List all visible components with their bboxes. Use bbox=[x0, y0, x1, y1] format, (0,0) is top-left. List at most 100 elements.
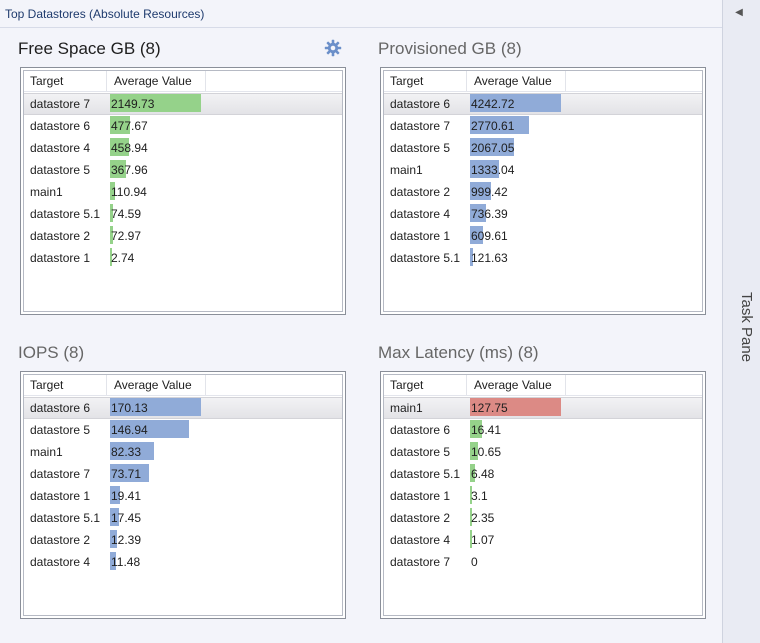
value-bar bbox=[470, 420, 482, 438]
column-header-target[interactable]: Target bbox=[390, 74, 424, 88]
grid-header: Target Average Value bbox=[24, 375, 342, 396]
task-pane-label[interactable]: Task Pane bbox=[738, 292, 755, 363]
table-row[interactable]: datastore 1 3.1 bbox=[384, 485, 702, 507]
row-average-value: 367.96 bbox=[111, 163, 148, 177]
table-row[interactable]: main1 1333.04 bbox=[384, 159, 702, 181]
table-row[interactable]: datastore 5 146.94 bbox=[24, 419, 342, 441]
row-average-value: 999.42 bbox=[471, 185, 508, 199]
table-row[interactable]: datastore 5.1 121.63 bbox=[384, 247, 702, 269]
column-header-average-value[interactable]: Average Value bbox=[474, 74, 552, 88]
column-header-target[interactable]: Target bbox=[30, 74, 64, 88]
row-average-value: 146.94 bbox=[111, 423, 148, 437]
table-row[interactable]: datastore 2 12.39 bbox=[24, 529, 342, 551]
table-row[interactable]: datastore 7 0 bbox=[384, 551, 702, 573]
row-average-value: 110.94 bbox=[111, 185, 147, 199]
table-row[interactable]: datastore 5 367.96 bbox=[24, 159, 342, 181]
table-row[interactable]: main1 82.33 bbox=[24, 441, 342, 463]
table-row[interactable]: datastore 2 999.42 bbox=[384, 181, 702, 203]
table-row[interactable]: datastore 2 72.97 bbox=[24, 225, 342, 247]
value-bar bbox=[470, 226, 484, 244]
value-bar bbox=[470, 508, 472, 526]
row-target: main1 bbox=[390, 401, 423, 415]
value-bar bbox=[470, 116, 530, 134]
table-row[interactable]: main1 110.94 bbox=[24, 181, 342, 203]
task-pane[interactable]: ◀ Task Pane bbox=[722, 0, 760, 643]
panel-title-iops: IOPS (8) bbox=[18, 343, 85, 362]
column-header-average-value[interactable]: Average Value bbox=[114, 378, 192, 392]
table-row[interactable]: datastore 5 2067.05 bbox=[384, 137, 702, 159]
row-target: datastore 2 bbox=[390, 185, 451, 199]
row-average-value: 16.41 bbox=[471, 423, 502, 437]
row-target: datastore 1 bbox=[390, 229, 451, 243]
row-average-value: 74.59 bbox=[111, 207, 142, 221]
column-header-target[interactable]: Target bbox=[390, 378, 424, 392]
table-row[interactable]: datastore 2 2.35 bbox=[384, 507, 702, 529]
table-row[interactable]: datastore 1 609.61 bbox=[384, 225, 702, 247]
table-row[interactable]: datastore 4 11.48 bbox=[24, 551, 342, 573]
row-target: datastore 4 bbox=[30, 555, 91, 569]
row-target: datastore 1 bbox=[30, 489, 91, 503]
table-row[interactable]: datastore 5.1 6.48 bbox=[384, 463, 702, 485]
row-average-value: 2067.05 bbox=[471, 141, 515, 155]
table-row[interactable]: datastore 4 1.07 bbox=[384, 529, 702, 551]
row-target: datastore 5.1 bbox=[390, 251, 461, 265]
row-target: datastore 7 bbox=[30, 97, 91, 111]
table-row[interactable]: datastore 6 170.13 bbox=[24, 397, 342, 419]
row-target: datastore 2 bbox=[30, 229, 91, 243]
value-bar bbox=[470, 138, 515, 156]
chevron-left-icon[interactable]: ◀ bbox=[735, 7, 743, 18]
row-target: datastore 5 bbox=[390, 445, 451, 459]
row-average-value: 72.97 bbox=[111, 229, 142, 243]
table-row[interactable]: datastore 5.1 17.45 bbox=[24, 507, 342, 529]
row-average-value: 3.1 bbox=[471, 489, 488, 503]
row-target: datastore 5.1 bbox=[30, 511, 101, 525]
iops-grid[interactable]: Target Average Value datastore 6 170.13 da… bbox=[20, 371, 346, 619]
value-bar bbox=[110, 442, 155, 460]
value-bar bbox=[470, 398, 561, 416]
value-bar bbox=[110, 420, 189, 438]
row-average-value: 609.61 bbox=[471, 229, 508, 243]
row-target: main1 bbox=[30, 185, 63, 199]
column-header-average-value[interactable]: Average Value bbox=[114, 74, 192, 88]
row-target: datastore 5 bbox=[30, 423, 91, 437]
value-bar bbox=[110, 226, 114, 244]
table-row[interactable]: datastore 1 2.74 bbox=[24, 247, 342, 269]
table-row[interactable]: datastore 6 477.67 bbox=[24, 115, 342, 137]
row-average-value: 11.48 bbox=[111, 555, 141, 569]
table-row[interactable]: datastore 7 2149.73 bbox=[24, 93, 342, 115]
column-header-target[interactable]: Target bbox=[30, 378, 64, 392]
row-average-value: 2.35 bbox=[471, 511, 495, 525]
table-row[interactable]: datastore 5.1 74.59 bbox=[24, 203, 342, 225]
row-target: datastore 5.1 bbox=[390, 467, 461, 481]
table-row[interactable]: datastore 4 736.39 bbox=[384, 203, 702, 225]
panel-title-max-latency: Max Latency (ms) (8) bbox=[378, 343, 539, 362]
row-average-value: 6.48 bbox=[471, 467, 495, 481]
row-average-value: 458.94 bbox=[111, 141, 148, 155]
table-row[interactable]: datastore 7 2770.61 bbox=[384, 115, 702, 137]
value-bar bbox=[110, 138, 130, 156]
value-bar bbox=[470, 182, 492, 200]
row-average-value: 1333.04 bbox=[471, 163, 515, 177]
row-average-value: 121.63 bbox=[471, 251, 508, 265]
row-target: datastore 2 bbox=[390, 511, 451, 525]
column-header-average-value[interactable]: Average Value bbox=[474, 378, 552, 392]
table-row[interactable]: main1 127.75 bbox=[384, 397, 702, 419]
value-bar bbox=[470, 248, 473, 266]
max-latency-grid[interactable]: Target Average Value main1 127.75 datastor… bbox=[380, 371, 706, 619]
table-row[interactable]: datastore 6 4242.72 bbox=[384, 93, 702, 115]
table-row[interactable]: datastore 5 10.65 bbox=[384, 441, 702, 463]
row-target: datastore 1 bbox=[390, 489, 451, 503]
grid-header: Target Average Value bbox=[384, 71, 702, 92]
row-target: datastore 7 bbox=[390, 555, 451, 569]
provisioned-grid[interactable]: Target Average Value datastore 6 4242.72 d… bbox=[380, 67, 706, 315]
gear-icon[interactable] bbox=[324, 39, 342, 57]
row-average-value: 1.07 bbox=[471, 533, 495, 547]
row-target: datastore 6 bbox=[390, 423, 451, 437]
value-bar bbox=[110, 94, 201, 112]
table-row[interactable]: datastore 4 458.94 bbox=[24, 137, 342, 159]
table-row[interactable]: datastore 7 73.71 bbox=[24, 463, 342, 485]
value-bar bbox=[110, 508, 120, 526]
free-space-grid[interactable]: Target Average Value datastore 7 2149.73 d… bbox=[20, 67, 346, 315]
table-row[interactable]: datastore 1 19.41 bbox=[24, 485, 342, 507]
table-row[interactable]: datastore 6 16.41 bbox=[384, 419, 702, 441]
